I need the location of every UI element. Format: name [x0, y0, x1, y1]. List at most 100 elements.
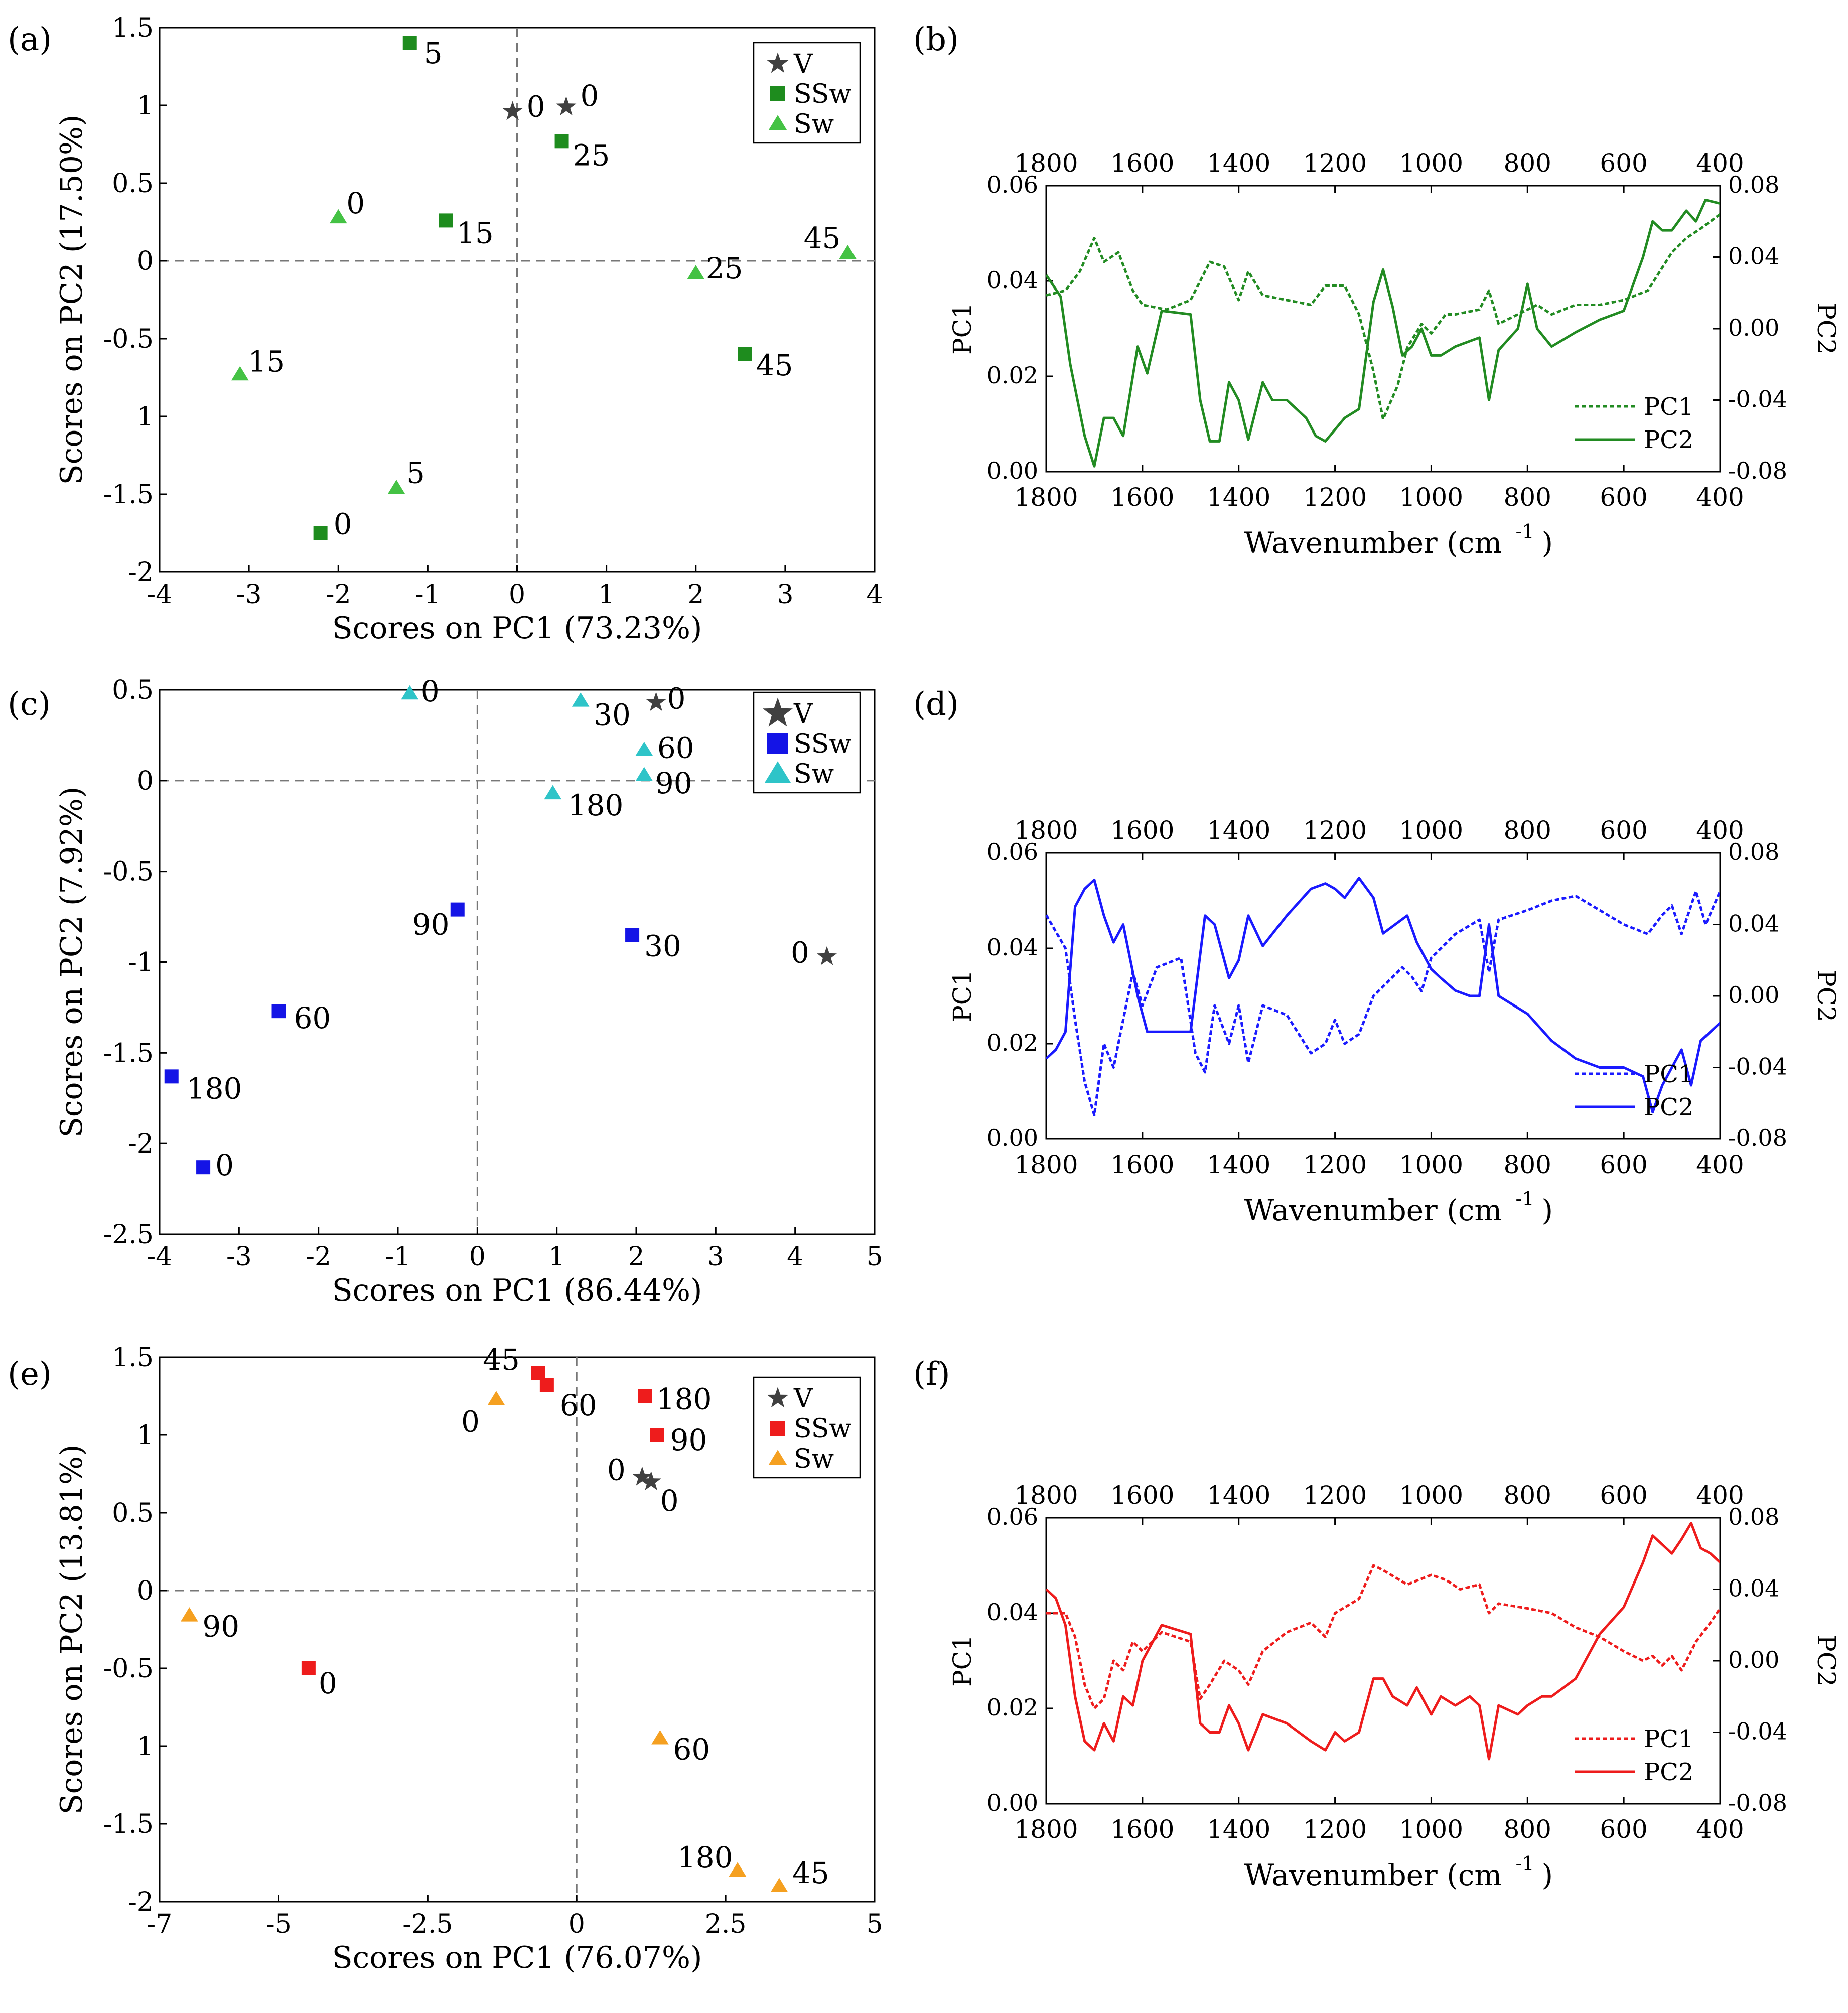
series-line-pc2: [1046, 877, 1720, 1114]
y-tick-label: 1: [137, 91, 154, 121]
y-tick-label: -1.5: [103, 1038, 154, 1068]
y-axis-title-left: PC1: [948, 1635, 977, 1687]
legend-label: V: [793, 699, 813, 729]
x-tick-label: -4: [147, 580, 173, 610]
x-tick-label-top: 400: [1696, 1481, 1744, 1510]
x-tick-label-top: 1600: [1110, 1481, 1174, 1510]
x-tick-label: 1: [548, 1242, 565, 1272]
data-point-ssw: [164, 1069, 179, 1084]
x-tick-label: 4: [787, 1242, 803, 1272]
data-point-sw: [651, 1730, 669, 1745]
point-label: 0: [461, 1405, 480, 1439]
x-tick-label: 4: [866, 580, 883, 610]
x-tick-label-top: 400: [1696, 149, 1744, 178]
x-tick-label-top: 1800: [1014, 1481, 1078, 1510]
legend-label: PC2: [1644, 426, 1694, 454]
y-tick-label-right: 0.08: [1728, 171, 1779, 198]
data-point-ssw: [738, 347, 752, 361]
series-line-pc1: [1046, 1564, 1720, 1710]
x-tick-label-bottom: 1600: [1110, 483, 1174, 512]
y-tick-label: 0.5: [112, 675, 154, 705]
y-tick-label-left: 0.06: [987, 171, 1038, 198]
y-tick-label-left: 0.00: [987, 1789, 1038, 1816]
y-tick-label-right: -0.08: [1728, 1789, 1787, 1816]
point-label: 0: [319, 1666, 337, 1700]
y-tick-label: 0: [137, 246, 154, 276]
x-tick-label-top: 600: [1600, 149, 1647, 178]
x-tick-label-top: 1200: [1303, 816, 1367, 845]
legend-label: SSw: [794, 79, 851, 109]
legend-label: PC2: [1644, 1758, 1694, 1786]
point-label: 60: [294, 1001, 331, 1035]
y-tick-label: -2: [128, 1129, 154, 1159]
point-label: 45: [756, 348, 793, 382]
x-tick-label-top: 800: [1504, 1481, 1551, 1510]
legend-marker-ssw: [770, 86, 785, 101]
x-tick-label-bottom: 1000: [1399, 483, 1463, 512]
plot-frame: [159, 1356, 876, 1903]
y-tick-label-right: 0.00: [1728, 1646, 1779, 1673]
y-axis-title-left: PC1: [948, 303, 977, 355]
legend-label: SSw: [794, 729, 851, 759]
point-label: 30: [644, 929, 681, 963]
y-tick-label-right: 0.00: [1728, 981, 1779, 1009]
x-axis-title-close: ): [1542, 1193, 1553, 1227]
y-axis-title-left: PC1: [948, 970, 977, 1022]
x-tick-label: 2.5: [705, 1909, 747, 1939]
plot-frame: [1045, 185, 1721, 473]
point-label: 60: [657, 731, 694, 765]
x-tick-label-top: 400: [1696, 816, 1744, 845]
y-tick-label-right: -0.04: [1728, 1053, 1787, 1080]
x-tick-label-bottom: 1000: [1399, 1815, 1463, 1844]
point-label: 0: [667, 681, 686, 715]
x-tick-label: -7: [147, 1909, 173, 1939]
y-tick-label-left: 0.02: [987, 362, 1038, 389]
legend-label: Sw: [794, 109, 834, 139]
x-tick-label-bottom: 1600: [1110, 1815, 1174, 1844]
x-axis-title: Wavenumber (cm: [1244, 526, 1502, 560]
x-tick-label: 5: [866, 1242, 883, 1272]
x-tick-label-top: 1600: [1110, 816, 1174, 845]
x-tick-label-top: 1000: [1399, 1481, 1463, 1510]
x-tick-label-bottom: 1600: [1110, 1150, 1174, 1179]
y-tick-label-right: 0.04: [1728, 1575, 1779, 1602]
x-tick-label-bottom: 800: [1504, 1150, 1551, 1179]
series-line-pc2: [1046, 1522, 1720, 1761]
plot-frame: [1045, 852, 1721, 1140]
point-label: 0: [791, 936, 809, 970]
line-panel-d: (d) 1800 1800 1600 1600 1400 1400 1200 1200 1000 1…: [913, 686, 1841, 1227]
x-tick-label-bottom: 1000: [1399, 1150, 1463, 1179]
x-tick-label-top: 1200: [1303, 149, 1367, 178]
legend-label: PC2: [1644, 1093, 1694, 1121]
y-tick-label: -0.5: [103, 324, 154, 354]
data-point-sw: [635, 767, 653, 781]
data-point-v: [556, 96, 577, 116]
y-axis-title-right: PC2: [1812, 1635, 1841, 1687]
y-tick-label: 1.5: [112, 1343, 154, 1373]
x-axis-title: Wavenumber (cm: [1244, 1858, 1502, 1892]
data-point-sw: [729, 1862, 747, 1877]
x-tick-label: -3: [226, 1242, 252, 1272]
y-tick-label-left: 0.00: [987, 1124, 1038, 1152]
point-label: 45: [804, 221, 841, 255]
data-point-ssw: [531, 1366, 545, 1380]
legend-label: Sw: [794, 1444, 834, 1474]
x-tick-label: -4: [147, 1242, 173, 1272]
y-axis-title: Scores on PC2 (17.50%): [54, 115, 89, 485]
x-tick-label-top: 1400: [1207, 816, 1270, 845]
legend-label: PC1: [1644, 1060, 1694, 1088]
data-point-ssw: [402, 36, 417, 50]
y-axis-title: Scores on PC2 (13.81%): [54, 1445, 89, 1815]
legend-marker-sw: [764, 761, 791, 783]
y-tick-label: -2: [128, 557, 154, 588]
data-point-ssw: [271, 1004, 286, 1019]
x-tick-label-bottom: 400: [1696, 1150, 1744, 1179]
legend-label: PC1: [1644, 1725, 1694, 1753]
x-tick-label: -1: [385, 1242, 411, 1272]
x-tick-label-bottom: 1400: [1207, 1150, 1270, 1179]
data-point-ssw: [650, 1428, 664, 1442]
legend-marker-sw: [768, 115, 787, 130]
y-tick-label-left: 0.02: [987, 1694, 1038, 1721]
data-point-ssw: [625, 928, 640, 942]
